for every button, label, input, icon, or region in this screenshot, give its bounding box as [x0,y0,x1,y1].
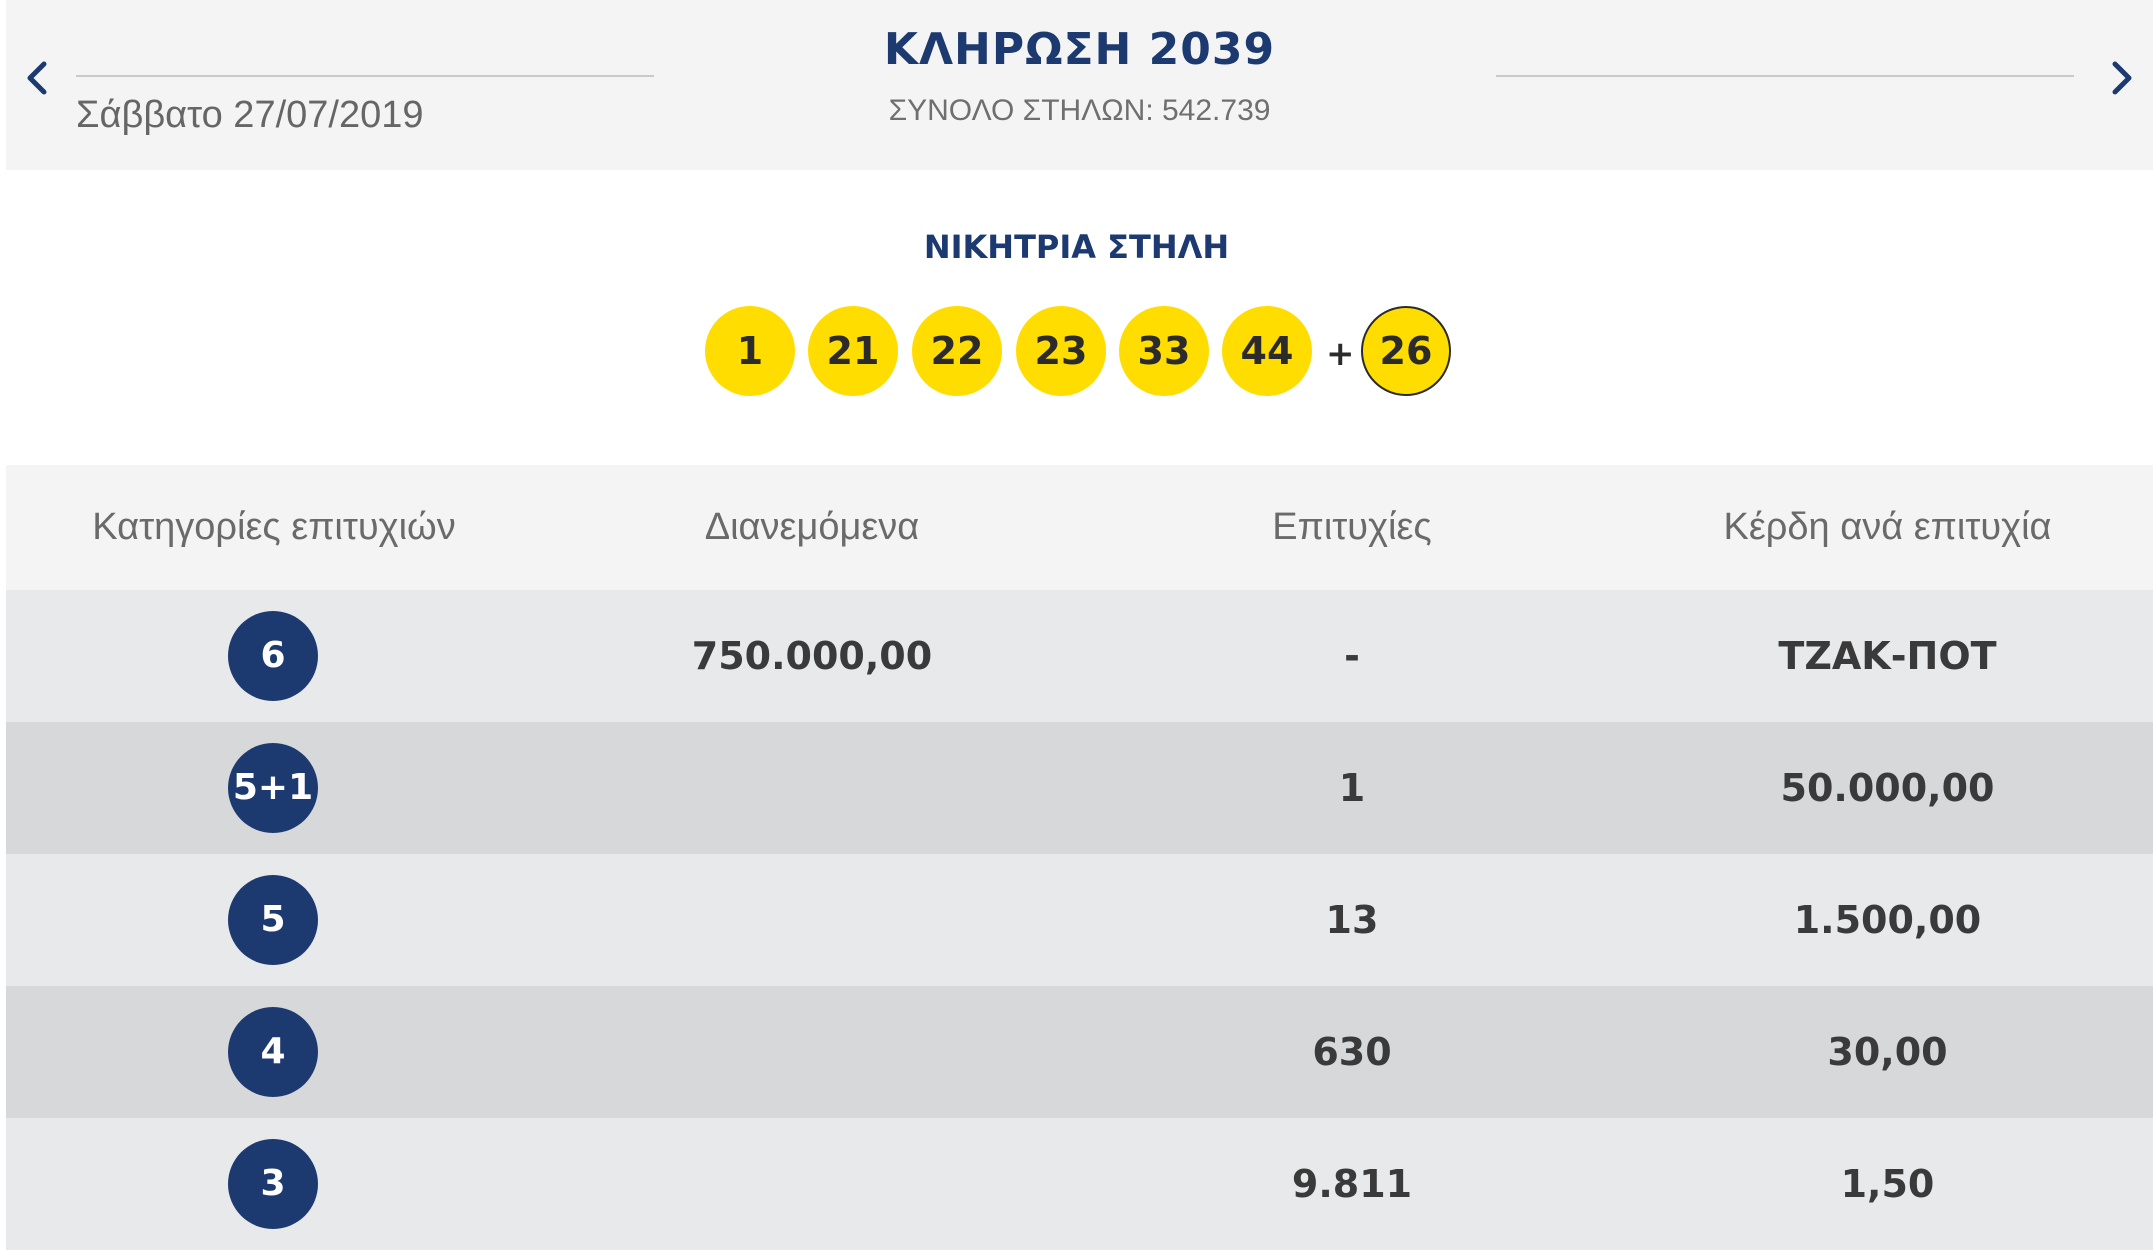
plus-sign: + [1326,334,1355,374]
draw-date: Σάββατο 27/07/2019 [76,94,424,136]
prize-table: Κατηγορίες επιτυχιών Διανεμόμενα Επιτυχί… [6,465,2153,1250]
number-ball: 1 [705,306,795,396]
number-ball: 23 [1016,306,1106,396]
distributed-cell: 750.000,00 [691,634,933,678]
table-header: Κατηγορίες επιτυχιών Διανεμόμενα Επιτυχί… [6,465,2153,590]
winning-numbers: 1 21 22 23 33 44 + 26 [0,306,2153,398]
category-badge: 5+1 [228,743,318,833]
table-row: 4 630 30,00 [6,986,2153,1118]
chevron-right-icon[interactable] [2101,56,2141,100]
distributed-cell [542,1118,1082,1250]
number-ball: 33 [1119,306,1209,396]
category-badge: 6 [228,611,318,701]
number-ball: 21 [808,306,898,396]
distributed-cell [542,986,1082,1118]
category-badge: 3 [228,1139,318,1229]
total-columns: ΣΥΝΟΛΟ ΣΤΗΛΩΝ: 542.739 [888,94,1271,127]
divider-line-left [76,75,654,77]
category-cell: 3 [6,1118,542,1250]
chevron-left-icon[interactable] [18,56,58,100]
prize-cell: 1.500,00 [1793,898,1982,942]
column-header-category: Κατηγορίες επιτυχιών [92,506,456,548]
number-ball: 22 [912,306,1002,396]
distributed-cell [542,854,1082,986]
prize-cell: 50.000,00 [1780,766,1995,810]
winners-cell: 630 [1312,1030,1392,1074]
distributed-cell [542,722,1082,854]
table-row: 5 13 1.500,00 [6,854,2153,986]
winners-cell: 1 [1338,766,1366,810]
column-header-winners: Επιτυχίες [1272,506,1432,548]
prize-cell: ΤΖΑΚ-ΠΟΤ [1778,634,1997,678]
category-cell: 5 [6,854,542,986]
category-badge: 4 [228,1007,318,1097]
prize-cell: 30,00 [1827,1030,1948,1074]
winners-cell: 9.811 [1291,1162,1413,1206]
category-cell: 4 [6,986,542,1118]
table-row: 5+1 1 50.000,00 [6,722,2153,854]
winning-column-title: ΝΙΚΗΤΡΙΑ ΣΤΗΛΗ [923,228,1230,266]
winners-cell: 13 [1325,898,1379,942]
column-header-prize: Κέρδη ανά επιτυχία [1723,506,2052,548]
category-cell: 6 [6,590,542,722]
divider-line-right [1496,75,2074,77]
category-cell: 5+1 [6,722,542,854]
column-header-distributed: Διανεμόμενα [704,506,920,548]
draw-header: Σάββατο 27/07/2019 ΚΛΗΡΩΣΗ 2039 ΣΥΝΟΛΟ Σ… [6,0,2153,170]
table-row: 6 750.000,00 - ΤΖΑΚ-ΠΟΤ [6,590,2153,722]
winners-cell: - [1344,634,1360,678]
draw-title: ΚΛΗΡΩΣΗ 2039 [883,24,1276,75]
prize-cell: 1,50 [1840,1162,1935,1206]
number-ball: 44 [1222,306,1312,396]
bonus-ball: 26 [1361,306,1451,396]
category-badge: 5 [228,875,318,965]
table-row: 3 9.811 1,50 [6,1118,2153,1250]
